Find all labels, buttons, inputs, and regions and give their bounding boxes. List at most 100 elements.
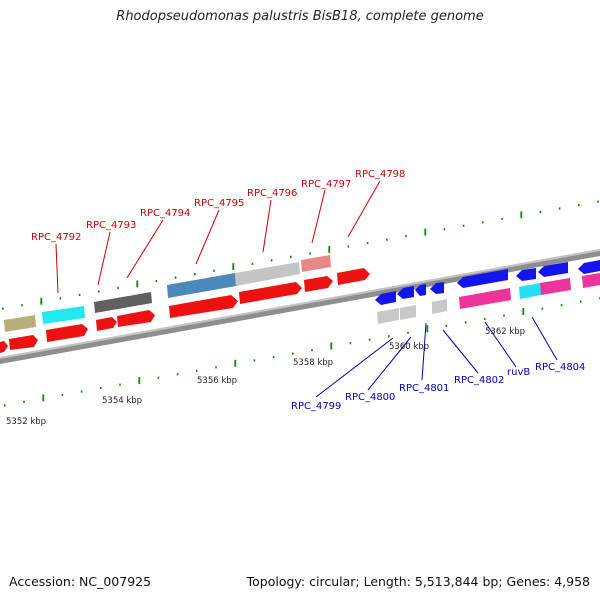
gene-label: RPC_4794 [140,208,190,219]
tick-mark [194,273,196,276]
tick-mark [215,366,217,369]
scale-labels: 5352 kbp 5354 kbp 5356 kbp 5358 kbp 5360… [6,327,525,427]
tick-mark [119,383,121,386]
gene-block-rpc-4796 [235,262,300,286]
gene-arrow-red [117,310,155,327]
tick-mark [558,207,561,210]
gene-arrow-red [96,317,117,331]
scale-label: 5362 kbp [485,327,525,337]
tick-mark [484,317,486,321]
gene-arrow-blue [538,262,568,277]
gene-label: RPC_4796 [247,188,297,199]
scale-label: 5354 kbp [102,396,142,406]
gene-arrow-red [0,341,8,353]
tick-mark [330,342,333,350]
gene-arrow-red [337,268,370,285]
tick-mark [270,259,273,262]
tick-mark [292,352,294,355]
tick-mark [501,217,503,220]
tick-mark [2,307,4,310]
gene-block-rpc-4795 [167,273,236,298]
tick-mark [78,293,81,297]
tick-mark [290,255,292,258]
gene-label: RPC_4800 [345,392,395,403]
tick-mark [443,228,446,231]
tick-mark [311,348,313,352]
gene-block-rpc-4804 [540,278,571,295]
tick-mark [578,203,580,207]
scale-label: 5352 kbp [6,417,46,427]
gene-label: RPC_4797 [301,179,351,190]
tick-mark [462,224,465,227]
tick-mark [539,210,542,214]
gene-label: RPC_4799 [291,401,341,412]
gene-block-rpc-4800 [400,305,416,320]
tick-mark [59,297,62,300]
tick-mark [4,404,6,407]
gene-arrow-blue [397,286,414,299]
forward-genes-upper [4,255,331,332]
tick-mark [157,376,160,379]
tick-mark [138,377,141,385]
gene-arrow-red [239,282,302,304]
reverse-leader-lines [315,316,558,398]
gene-block-rpc-4793 [94,292,152,313]
forward-leader-lines [55,180,381,294]
tick-mark [426,325,429,333]
tick-mark [136,280,139,288]
reverse-genes-lower [377,273,600,324]
tick-mark [520,211,523,219]
gene-arrow-red [304,276,333,292]
tick-mark [388,335,390,338]
gene-label: RPC_4795 [194,198,244,209]
scale-label: 5358 kbp [293,358,333,368]
gene-arrow-blue [415,284,426,296]
gene-arrow-blue [375,291,396,305]
reverse-genes-upper [375,260,600,305]
tick-mark [349,342,352,345]
tick-mark [309,252,311,255]
tick-mark [100,387,102,390]
tick-mark [445,324,448,327]
tick-mark [541,307,544,310]
gene-label: RPC_4802 [454,375,504,386]
reverse-gene-labels: RPC_4799 RPC_4800 RPC_4801 RPC_4802 ruvB… [291,362,585,412]
gene-block-rpc-4802 [459,288,511,309]
tick-mark [174,276,177,279]
scale-label: 5356 kbp [197,376,237,386]
scale-label: 5360 kbp [389,342,429,352]
tick-mark [366,241,369,245]
tick-mark [98,290,100,293]
tick-mark [155,279,158,283]
genome-backbone-highlight [0,249,600,359]
gene-label: RPC_4792 [31,232,81,243]
major-tick-marks [40,211,525,402]
tick-mark [42,394,45,402]
tick-mark [253,359,256,362]
tick-mark [23,400,25,404]
tick-mark [368,338,371,341]
tick-mark [386,238,388,241]
gene-label: RPC_4804 [535,362,585,373]
tick-mark [407,331,409,334]
tick-mark [597,200,599,203]
tick-mark [522,307,525,315]
tick-mark [61,393,64,397]
gene-arrow-blue [430,282,444,294]
tick-mark [40,297,43,305]
tick-mark [234,359,237,367]
gene-block-cyan [42,306,85,324]
gene-block-rpc-4797 [301,255,331,272]
tick-mark [424,228,427,236]
tick-mark [21,304,23,307]
gene-block-rpc-4801 [432,299,447,314]
tick-mark [251,262,254,265]
gene-label: RPC_4798 [355,169,405,180]
tick-mark [464,321,467,324]
tick-mark [328,245,331,253]
gene-arrow-red [46,324,88,342]
gene-arrow-red [169,295,238,318]
gene-label: ruvB [507,367,530,378]
